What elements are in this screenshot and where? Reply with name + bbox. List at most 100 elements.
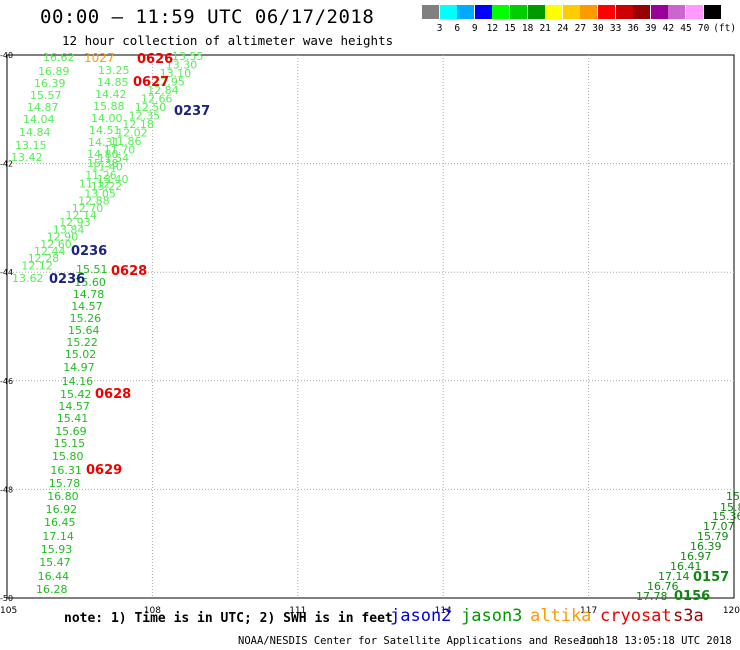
swh-value-label: 15.22 <box>66 336 98 349</box>
swh-value-label: 14.42 <box>95 88 127 101</box>
swh-value-label: 12.90 <box>47 231 79 244</box>
colorbar-swatch <box>615 5 633 19</box>
swh-value-label: 14.97 <box>63 361 94 374</box>
latitude-tick-label: -44 <box>0 268 13 277</box>
pass-time-label: 0236 <box>49 272 85 287</box>
swh-value-label: 16.97 <box>680 550 712 563</box>
swh-value-label: 16.28 <box>36 583 68 596</box>
colorbar-label: 3 <box>436 23 443 34</box>
map-frame <box>6 54 735 599</box>
swh-value-label: 13.15 <box>15 139 47 152</box>
colorbar-label: 9 <box>471 23 478 34</box>
swh-value-label: 15.51 <box>76 263 108 276</box>
swh-value-label: 15.57 <box>30 89 62 102</box>
colorbar-swatch <box>598 5 615 19</box>
swh-value-label: 15.79 <box>697 530 729 543</box>
colorbar-swatch <box>650 5 668 19</box>
swh-value-label: 15.41 <box>57 412 89 425</box>
swh-value-label: 11.26 <box>85 169 117 182</box>
swh-value-label: 13.40 <box>97 173 129 186</box>
colorbar-swatch <box>474 5 492 19</box>
swh-value-label: 15.88 <box>93 100 125 113</box>
colorbar-swatch <box>580 5 598 19</box>
latitude-tick-label: -50 <box>0 594 13 603</box>
colorbar-swatch <box>422 5 439 19</box>
swh-value-label: 14.57 <box>58 400 90 413</box>
swh-value-label: 15.64 <box>68 324 100 337</box>
footer-credit: NOAA/NESDIS Center for Satellite Applica… <box>238 635 605 647</box>
swh-value-label: 12.50 <box>135 101 167 114</box>
colorbar-label: 21 <box>539 23 551 34</box>
swh-value-label: 15.42 <box>60 388 92 401</box>
swh-value-label: 12.66 <box>141 93 173 106</box>
longitude-tick-label: 108 <box>144 606 161 616</box>
longitude-tick-label: 117 <box>580 606 597 616</box>
colorbar-label: 24 <box>557 23 569 34</box>
colorbar-label: 33 <box>609 23 622 34</box>
footer-timestamp: Jun 18 13:05:18 UTC 2018 <box>580 635 732 647</box>
latitude-tick-label: -42 <box>0 160 13 169</box>
swh-value-label: 16.45 <box>44 516 76 529</box>
colorbar-label: 39 <box>645 23 657 34</box>
colorbar-swatch <box>686 5 703 19</box>
lat-lon-grid <box>6 54 735 599</box>
swh-value-label: 15.36 <box>712 510 740 523</box>
colorbar-swatch <box>527 5 545 19</box>
colorbar-swatch <box>457 5 475 19</box>
swh-value-label: 16.76 <box>647 580 679 593</box>
swh-value-label: 11.86 <box>110 135 142 148</box>
pass-time-label: 0156 <box>674 589 710 604</box>
longitude-tick-label: 120 <box>723 606 740 616</box>
swh-value-label: 15.60 <box>74 276 106 289</box>
swh-value-label: 12.14 <box>66 209 98 222</box>
colorbar-swatch <box>545 5 563 19</box>
pass-time-label: 0629 <box>86 463 122 478</box>
legend-cryosat: cryosat <box>600 606 672 626</box>
swh-value-label: 11.70 <box>104 144 136 157</box>
swh-value-label: 17.14 <box>658 570 690 583</box>
swh-value-label: 15.8 <box>720 501 740 514</box>
map-subtitle: 12 hour collection of altimeter wave hei… <box>62 33 394 48</box>
colorbar-label: 12 <box>486 23 499 34</box>
swh-value-label: 11.54 <box>98 152 130 165</box>
swh-value-label: 13.30 <box>166 59 198 72</box>
swh-value-label: 13.42 <box>11 151 43 164</box>
swh-value-label: 13.62 <box>12 272 44 285</box>
swh-value-label: 14.87 <box>27 101 59 114</box>
colorbar-swatch <box>562 5 580 19</box>
swh-value-label: 11.12 <box>79 178 111 191</box>
swh-value-label: 16.41 <box>670 560 702 573</box>
colorbar-label: 15 <box>504 23 516 34</box>
swh-value-label: 12.02 <box>116 127 148 140</box>
swh-value-label: 14.31 <box>88 136 120 149</box>
swh-value-label: 14.51 <box>89 124 121 137</box>
swh-value-label: 15.69 <box>55 425 86 438</box>
swh-value-label: 14.85 <box>97 76 129 89</box>
colorbar-label: 45 <box>680 23 692 34</box>
swh-value-label: 12.84 <box>147 84 179 97</box>
swh-value-label: 12.18 <box>122 118 153 131</box>
colorbar-label: 30 <box>592 23 604 34</box>
swh-value-label: 12.70 <box>72 202 104 215</box>
colorbar-swatch <box>492 5 510 19</box>
swh-value-label: 16.92 <box>46 503 78 516</box>
longitude-tick-label: 114 <box>435 606 452 616</box>
swh-value-label: 12.93 <box>59 216 90 229</box>
longitude-tick-label: 111 <box>289 606 306 616</box>
swh-value-label: 13.84 <box>53 223 85 236</box>
legend-note: note: 1) Time is in UTC; 2) SWH is in fe… <box>64 611 393 626</box>
swh-value-label: 15.26 <box>70 312 102 325</box>
pass-time-label: 0626 <box>137 52 173 67</box>
colorbar-unit: (ft) <box>713 23 737 34</box>
swh-value-label: 14.84 <box>19 126 51 139</box>
swh-value-label: 14.57 <box>71 300 103 313</box>
legend-s3a: s3a <box>673 606 704 626</box>
swh-value-label: 14.04 <box>23 113 55 126</box>
swh-value-label: 12.35 <box>129 110 161 123</box>
swh-value-label: 14.16 <box>62 375 94 388</box>
axis-tick-labels: 105 108 111 114 117 120 -40 -42 -44 -46 -48 -50 <box>0 51 740 616</box>
latitude-tick-label: -48 <box>0 485 13 494</box>
swh-value-label: 17.14 <box>42 530 74 543</box>
swh-value-label: 14.78 <box>73 288 105 301</box>
colorbar-label: 27 <box>574 23 587 34</box>
